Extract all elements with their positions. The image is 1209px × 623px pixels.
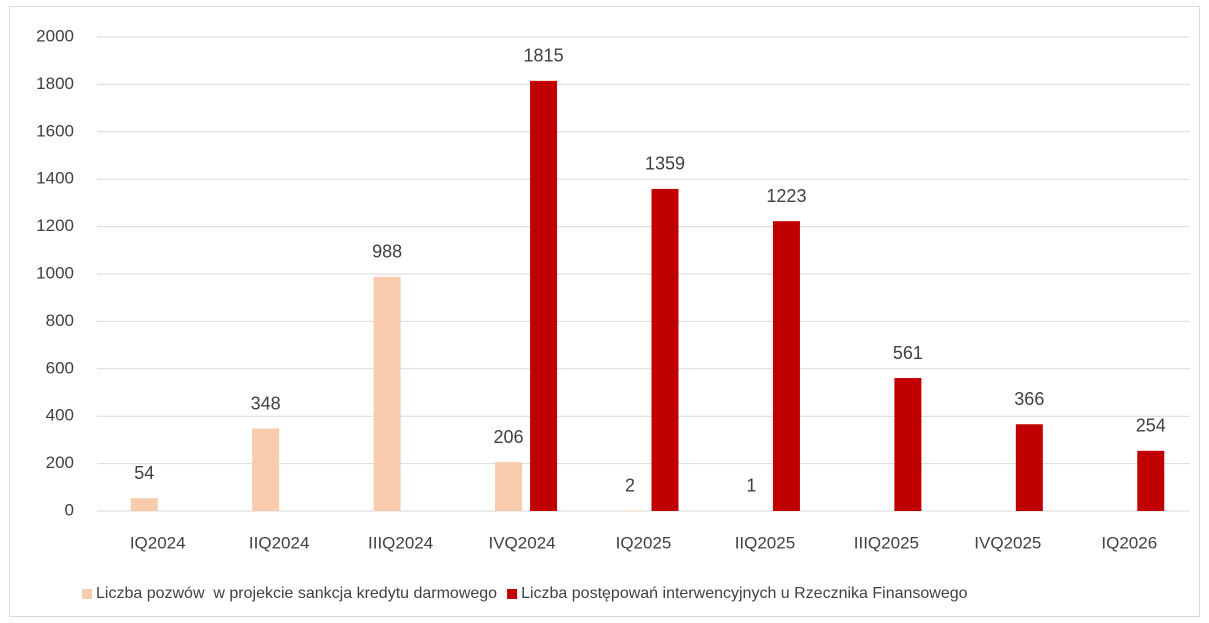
- data-label: 348: [251, 393, 281, 413]
- y-tick-label: 600: [46, 358, 74, 377]
- legend-swatch: [507, 589, 518, 599]
- x-tick-label: IIQ2025: [735, 533, 796, 552]
- data-label: 254: [1136, 416, 1166, 436]
- y-tick-label: 800: [46, 311, 74, 330]
- x-tick-label: IQ2026: [1101, 533, 1157, 552]
- bar: [252, 428, 280, 511]
- data-label: 206: [494, 427, 524, 447]
- y-tick-label: 1000: [36, 263, 74, 282]
- x-tick-label: IIIQ2025: [854, 533, 919, 552]
- y-tick-label: 2000: [36, 26, 74, 45]
- x-tick-label: IQ2025: [616, 533, 672, 552]
- y-tick-label: 400: [46, 406, 74, 425]
- data-label: 1815: [524, 46, 564, 66]
- data-label: 2: [625, 475, 635, 495]
- bar: [530, 80, 558, 511]
- data-label: 1: [746, 476, 756, 496]
- bar: [894, 378, 922, 511]
- y-tick-label: 0: [65, 500, 74, 519]
- legend-label: Liczba pozwów w projekcie sankcja kredyt…: [96, 585, 497, 602]
- legend-swatch: [82, 589, 92, 599]
- bar: [1137, 450, 1165, 511]
- y-tick-label: 1200: [36, 216, 74, 235]
- y-tick-label: 1400: [36, 169, 74, 188]
- data-label: 988: [372, 242, 402, 262]
- data-label: 366: [1014, 389, 1044, 409]
- data-label: 54: [134, 463, 154, 483]
- y-tick-label: 200: [46, 453, 74, 472]
- x-tick-label: IIIQ2024: [368, 533, 433, 552]
- bar: [772, 221, 800, 512]
- y-tick-label: 1600: [36, 121, 74, 140]
- x-tick-label: IVQ2025: [974, 533, 1041, 552]
- bar: [1015, 424, 1043, 511]
- bar: [130, 498, 158, 511]
- data-label: 561: [893, 343, 923, 363]
- bar: [651, 188, 679, 512]
- chart-border: [9, 6, 1200, 617]
- data-label: 1359: [645, 154, 685, 174]
- x-tick-label: IIQ2024: [249, 533, 310, 552]
- bar: [495, 462, 523, 511]
- data-label: 1223: [766, 186, 806, 206]
- legend-label: Liczba postępowań interwencyjnych u Rzec…: [521, 585, 968, 602]
- x-tick-label: IVQ2024: [489, 533, 556, 552]
- bar: [373, 276, 401, 511]
- x-tick-label: IQ2024: [130, 533, 186, 552]
- y-tick-label: 1800: [36, 74, 74, 93]
